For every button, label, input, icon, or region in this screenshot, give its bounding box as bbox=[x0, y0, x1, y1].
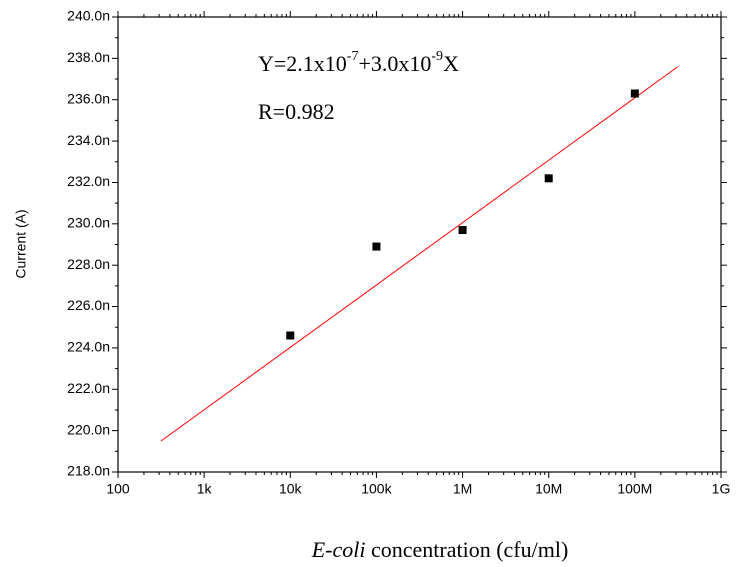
y-tick-label: 240.0n bbox=[67, 8, 110, 24]
x-tick-label: 100M bbox=[617, 481, 652, 497]
y-tick-label: 238.0n bbox=[67, 49, 110, 65]
x-tick-label: 10M bbox=[535, 481, 562, 497]
eq-part: Y=2.1x10 bbox=[258, 51, 347, 76]
r-value: R=0.982 bbox=[258, 99, 335, 124]
x-tick-label: 100k bbox=[361, 481, 392, 497]
data-point bbox=[630, 89, 639, 98]
fit-line bbox=[160, 66, 679, 442]
x-tick-label: 1G bbox=[712, 481, 731, 497]
y-tick-label: 236.0n bbox=[67, 90, 110, 106]
x-tick-label: 1k bbox=[197, 481, 213, 497]
data-point bbox=[544, 174, 553, 183]
y-tick-label: 224.0n bbox=[67, 339, 110, 355]
y-tick-label: 218.0n bbox=[67, 463, 110, 479]
x-tick-label: 1M bbox=[453, 481, 472, 497]
y-tick-label: 234.0n bbox=[67, 132, 110, 148]
data-point bbox=[372, 242, 381, 251]
y-tick-label: 228.0n bbox=[67, 256, 110, 272]
equation: Y=2.1x10-7+3.0x10-9X bbox=[258, 49, 459, 76]
y-tick-label: 220.0n bbox=[67, 421, 110, 437]
x-label-italic: E-coli bbox=[311, 537, 366, 562]
eq-part: +3.0x10 bbox=[358, 51, 431, 76]
eq-part: X bbox=[443, 51, 459, 76]
x-axis-label: E-coli concentration (cfu/ml) bbox=[311, 537, 569, 562]
y-tick-label: 226.0n bbox=[67, 297, 110, 313]
data-point bbox=[458, 226, 467, 235]
y-tick-label: 230.0n bbox=[67, 215, 110, 231]
x-tick-label: 100 bbox=[106, 481, 130, 497]
y-axis-label: Current (A) bbox=[13, 209, 29, 278]
y-tick-label: 232.0n bbox=[67, 173, 110, 189]
x-tick-label: 10k bbox=[279, 481, 303, 497]
plot-frame bbox=[117, 16, 722, 473]
eq-sup: -7 bbox=[347, 49, 359, 64]
data-point bbox=[286, 331, 295, 340]
x-label-rest: concentration (cfu/ml) bbox=[365, 537, 568, 562]
y-tick-label: 222.0n bbox=[67, 380, 110, 396]
eq-sup: -9 bbox=[431, 49, 443, 64]
